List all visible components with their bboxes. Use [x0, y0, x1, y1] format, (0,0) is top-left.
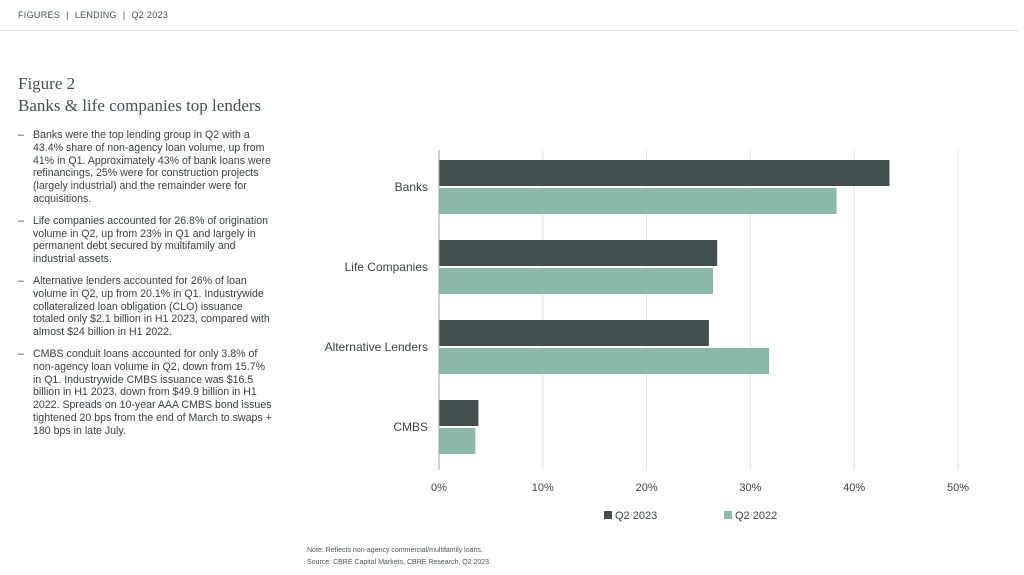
bar: [439, 428, 476, 454]
x-tick-label: 10%: [532, 482, 554, 494]
legend-label: Q2 2023: [615, 510, 657, 522]
category-label: Life Companies: [345, 260, 428, 274]
commentary-list: – Banks were the top lending group in Q2 …: [18, 129, 276, 447]
bar: [439, 400, 479, 426]
x-tick-label: 50%: [947, 482, 969, 494]
commentary-text: Banks were the top lending group in Q2 w…: [33, 129, 271, 205]
commentary-text: Life companies accounted for 26.8% of or…: [33, 214, 268, 266]
breadcrumb-period: Q2 2023: [131, 10, 169, 20]
breadcrumb-section: FIGURES: [18, 10, 61, 20]
category-label: Banks: [395, 180, 428, 194]
x-tick-label: 30%: [739, 482, 761, 494]
bar: [439, 160, 890, 186]
breadcrumb-category: LENDING: [74, 10, 117, 20]
bullet-dash: –: [18, 347, 24, 360]
x-tick-label: 0%: [431, 482, 447, 494]
header-divider: [0, 30, 1018, 31]
lender-share-bar-chart: 0% 10% 20% 30% 40% 50% Banks Life Companies Alte…: [325, 150, 969, 522]
bar: [439, 348, 770, 374]
commentary-item: – CMBS conduit loans accounted for only 3…: [18, 348, 276, 438]
bar: [439, 268, 714, 294]
figure-title: Banks & life companies top lenders: [18, 96, 262, 115]
chart-source: Source: CBRE Capital Markets, CBRE Resea…: [307, 559, 492, 566]
commentary-item: – Alternative lenders accounted for 26% o…: [18, 275, 276, 339]
bullet-dash: –: [18, 129, 24, 141]
commentary-text: CMBS conduit loans accounted for only 3.…: [33, 347, 272, 437]
legend-label: Q2 2022: [735, 510, 777, 522]
legend-swatch: [724, 511, 732, 519]
bar: [439, 320, 709, 346]
category-label: Alternative Lenders: [325, 340, 428, 354]
x-tick-label: 40%: [843, 482, 865, 494]
commentary-text: Alternative lenders accounted for 26% of…: [33, 274, 270, 339]
bar: [439, 188, 837, 214]
chart-note: Note: Reflects non-agency commercial/mul…: [307, 547, 483, 554]
breadcrumb-separator: |: [66, 10, 69, 20]
breadcrumb-separator: |: [122, 10, 126, 20]
category-label: CMBS: [393, 420, 428, 434]
commentary-item: – Banks were the top lending group in Q2 …: [18, 129, 276, 206]
bar: [439, 240, 718, 266]
x-tick-label: 20%: [636, 482, 658, 494]
legend-swatch: [604, 511, 612, 519]
bullet-dash: –: [18, 274, 24, 287]
breadcrumb: FIGURES | LENDING | Q2 2023: [18, 10, 168, 20]
bullet-dash: –: [18, 214, 24, 227]
commentary-item: – Life companies accounted for 26.8% of o…: [18, 215, 276, 266]
figure-number: Figure 2: [18, 74, 76, 93]
